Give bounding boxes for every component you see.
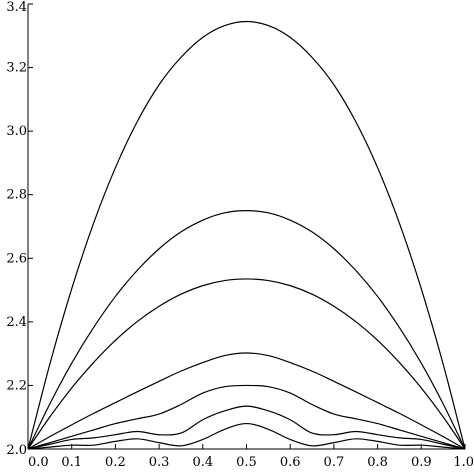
x-tick-label: 0.6 (280, 455, 301, 470)
x-tick-label: 0.9 (411, 455, 432, 470)
x-tick-label: 0.4 (192, 455, 213, 470)
series-line-2 (27, 210, 466, 450)
axis-ticks: 0.0 0.1 0.2 0.3 0.4 0.5 0.6 0.7 0.8 0.9 1.0 2.0 2.2 2… (6, 0, 474, 470)
x-tick-label: 0.0 (28, 455, 49, 470)
series-line-4 (27, 352, 466, 450)
y-tick-label: 2.0 (6, 443, 27, 458)
x-tick-label: 0.7 (324, 455, 345, 470)
y-tick-label: 3.0 (6, 124, 27, 139)
series-line-7 (27, 422, 466, 450)
y-tick-label: 2.6 (6, 251, 27, 266)
y-tick-label: 2.8 (6, 188, 27, 203)
x-tick-label: 0.3 (149, 455, 170, 470)
series-line-6 (27, 405, 466, 450)
series-lines (27, 20, 466, 450)
x-tick-label: 0.8 (367, 455, 388, 470)
series-line-3 (27, 278, 466, 450)
series-line-5 (27, 384, 466, 450)
y-tick-label: 3.2 (6, 61, 27, 76)
y-tick-label: 3.4 (6, 0, 27, 15)
y-tick-label: 2.2 (6, 378, 27, 393)
series-line-1 (27, 20, 466, 450)
x-tick-label: 0.1 (61, 455, 82, 470)
x-tick-label: 1.0 (453, 455, 474, 470)
x-tick-label: 0.5 (236, 455, 257, 470)
y-tick-label: 2.4 (6, 315, 27, 330)
x-tick-label: 0.2 (105, 455, 126, 470)
